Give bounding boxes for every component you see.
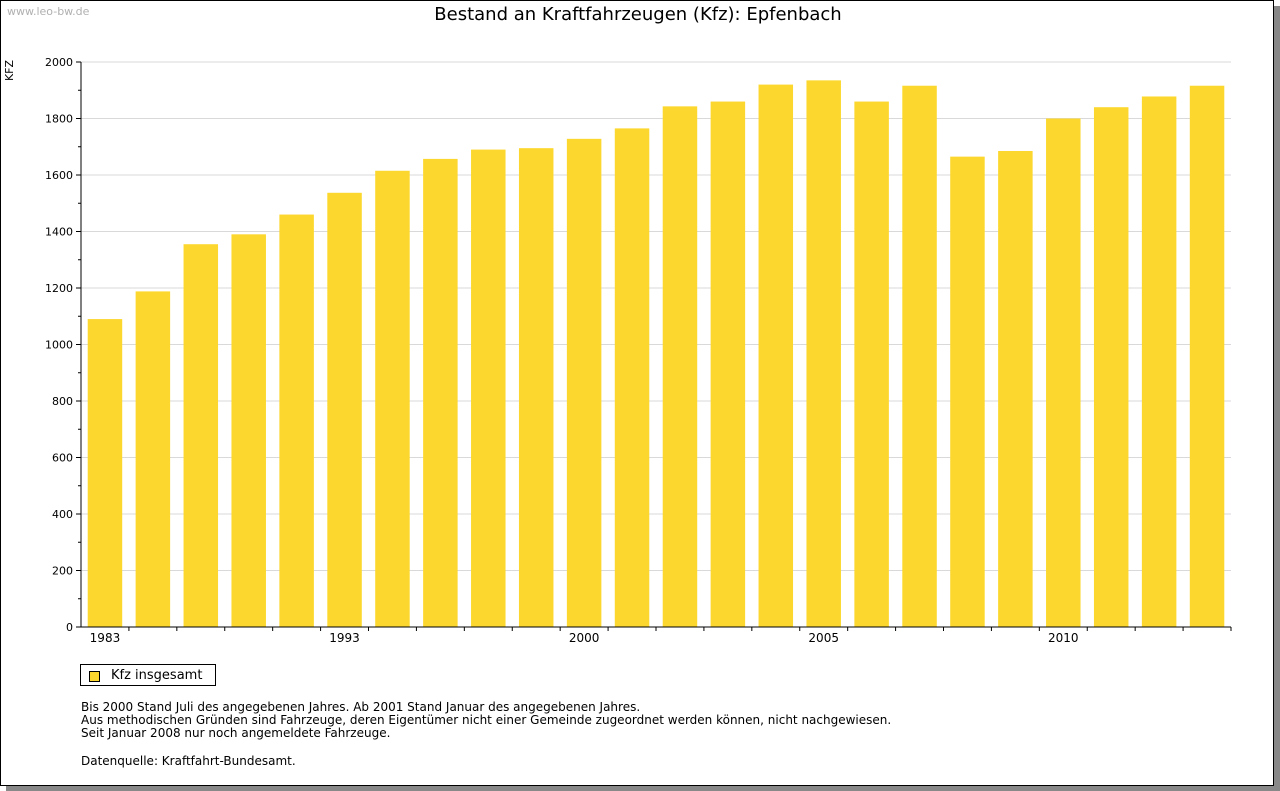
y-tick-label: 400	[52, 508, 73, 521]
y-tick-label: 600	[52, 452, 73, 465]
bar	[902, 85, 937, 628]
x-tick-label: 2005	[808, 631, 839, 645]
x-tick-label: 2010	[1048, 631, 1079, 645]
footnotes: Bis 2000 Stand Juli des angegebenen Jahr…	[81, 701, 891, 740]
bar	[279, 214, 314, 628]
y-tick-label: 800	[52, 395, 73, 408]
bar	[710, 101, 746, 628]
footnote-line: Seit Januar 2008 nur noch angemeldete Fa…	[81, 726, 391, 740]
bar	[566, 138, 602, 627]
bar	[518, 148, 554, 627]
bar	[471, 149, 506, 627]
bar	[135, 291, 171, 627]
bar	[758, 84, 794, 628]
footnote-line: Bis 2000 Stand Juli des angegebenen Jahr…	[81, 700, 641, 714]
bar-chart: 0 200 400 600 800 1000 1200 1400 1600 1800 2000 198…	[45, 56, 1232, 645]
watermark: www.leo-bw.de	[7, 5, 90, 18]
bar	[1093, 107, 1129, 627]
legend-swatch	[89, 671, 100, 682]
bar	[327, 192, 362, 628]
legend-label: Kfz insgesamt	[111, 668, 203, 683]
bar	[183, 244, 219, 627]
bar	[87, 319, 123, 627]
bar	[1046, 118, 1081, 627]
bar	[950, 156, 985, 627]
bar	[998, 150, 1033, 628]
x-tick-label: 1983	[90, 631, 121, 645]
bar	[662, 106, 698, 628]
bar	[375, 170, 410, 627]
x-tick-label: 2000	[569, 631, 600, 645]
bar	[854, 101, 889, 628]
y-tick-label: 2000	[45, 56, 73, 69]
bar	[1189, 85, 1225, 628]
y-tick-label: 200	[52, 565, 73, 578]
footnote-line: Aus methodischen Gründen sind Fahrzeuge,…	[81, 713, 892, 727]
bar	[423, 158, 458, 627]
y-tick-label: 1000	[45, 339, 73, 352]
y-tick-label: 1200	[45, 282, 73, 295]
bar	[231, 234, 266, 627]
bar	[1141, 96, 1177, 628]
y-tick-label: 1400	[45, 226, 73, 239]
chart-title: Bestand an Kraftfahrzeugen (Kfz): Epfenb…	[434, 4, 842, 25]
x-tick-label: 1993	[329, 631, 360, 645]
y-tick-label: 1800	[45, 113, 73, 126]
data-source: Datenquelle: Kraftfahrt-Bundesamt.	[81, 754, 296, 768]
y-tick-label: 1600	[45, 169, 73, 182]
legend: Kfz insgesamt	[80, 664, 216, 686]
y-tick-label: 0	[66, 621, 73, 634]
bar	[806, 80, 841, 628]
bar	[614, 128, 650, 627]
